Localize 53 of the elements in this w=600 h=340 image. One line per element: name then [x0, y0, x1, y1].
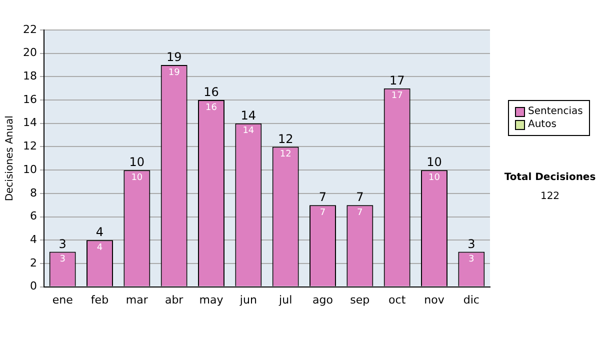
data-label: 7 [357, 208, 363, 218]
data-label: 19 [168, 68, 180, 78]
annotation: 16 [204, 85, 219, 100]
data-label: 12 [280, 150, 292, 160]
annotation: 7 [356, 190, 364, 204]
y-tick-label: 0 [30, 280, 37, 293]
data-label: 10 [428, 172, 440, 183]
data-label: 3 [60, 254, 66, 265]
x-tick-label: mar [126, 293, 148, 306]
annotation: 10 [129, 155, 145, 170]
x-tick-label: oct [388, 293, 406, 306]
data-label: 10 [131, 172, 143, 183]
data-label: 7 [320, 208, 326, 218]
y-axis-title: Decisiones Anual [4, 116, 16, 202]
annotation: 10 [426, 155, 442, 170]
y-tick-label: 16 [22, 92, 37, 106]
annotation: 4 [96, 225, 104, 240]
text: 122 [539, 191, 561, 202]
x-tick-label: ene [52, 293, 74, 306]
annotation: 14 [240, 108, 256, 123]
legend-label: Autos [528, 118, 556, 131]
legend-label: Sentencias [528, 105, 583, 118]
data-label: 17 [391, 91, 403, 102]
annotation: 7 [318, 190, 327, 204]
x-tick-label: feb [90, 293, 109, 306]
annotation: 17 [389, 73, 405, 88]
y-tick-label: 6 [30, 210, 37, 223]
x-tick-label: jun [238, 293, 257, 306]
y-tick-label: 10 [22, 162, 37, 176]
data-label: 3 [468, 254, 474, 265]
annotation: 3 [58, 236, 66, 251]
x-tick-label: jul [278, 293, 292, 306]
y-tick-label: 12 [22, 140, 37, 153]
y-tick-label: 20 [22, 46, 37, 60]
x-tick-label: may [199, 293, 224, 306]
text: Total Decisiones [503, 172, 597, 183]
y-tick-label: 18 [22, 70, 37, 83]
y-tick-label: 14 [22, 116, 37, 130]
data-label: 16 [206, 102, 218, 113]
data-label: 4 [96, 242, 103, 253]
x-tick-label: dic [463, 293, 480, 306]
data-label: 14 [242, 126, 254, 136]
x-tick-label: abr [164, 293, 184, 306]
y-tick-label: 22 [22, 22, 37, 36]
x-tick-label: nov [424, 293, 445, 306]
y-tick-label: 8 [30, 186, 37, 200]
y-tick-label: 4 [30, 232, 37, 246]
annotation: 12 [278, 132, 294, 146]
y-tick-label: 2 [30, 256, 37, 270]
annotation: 3 [468, 236, 476, 251]
x-tick-label: ago [312, 293, 334, 306]
annotation: 19 [166, 50, 182, 64]
x-tick-label: sep [350, 293, 370, 306]
